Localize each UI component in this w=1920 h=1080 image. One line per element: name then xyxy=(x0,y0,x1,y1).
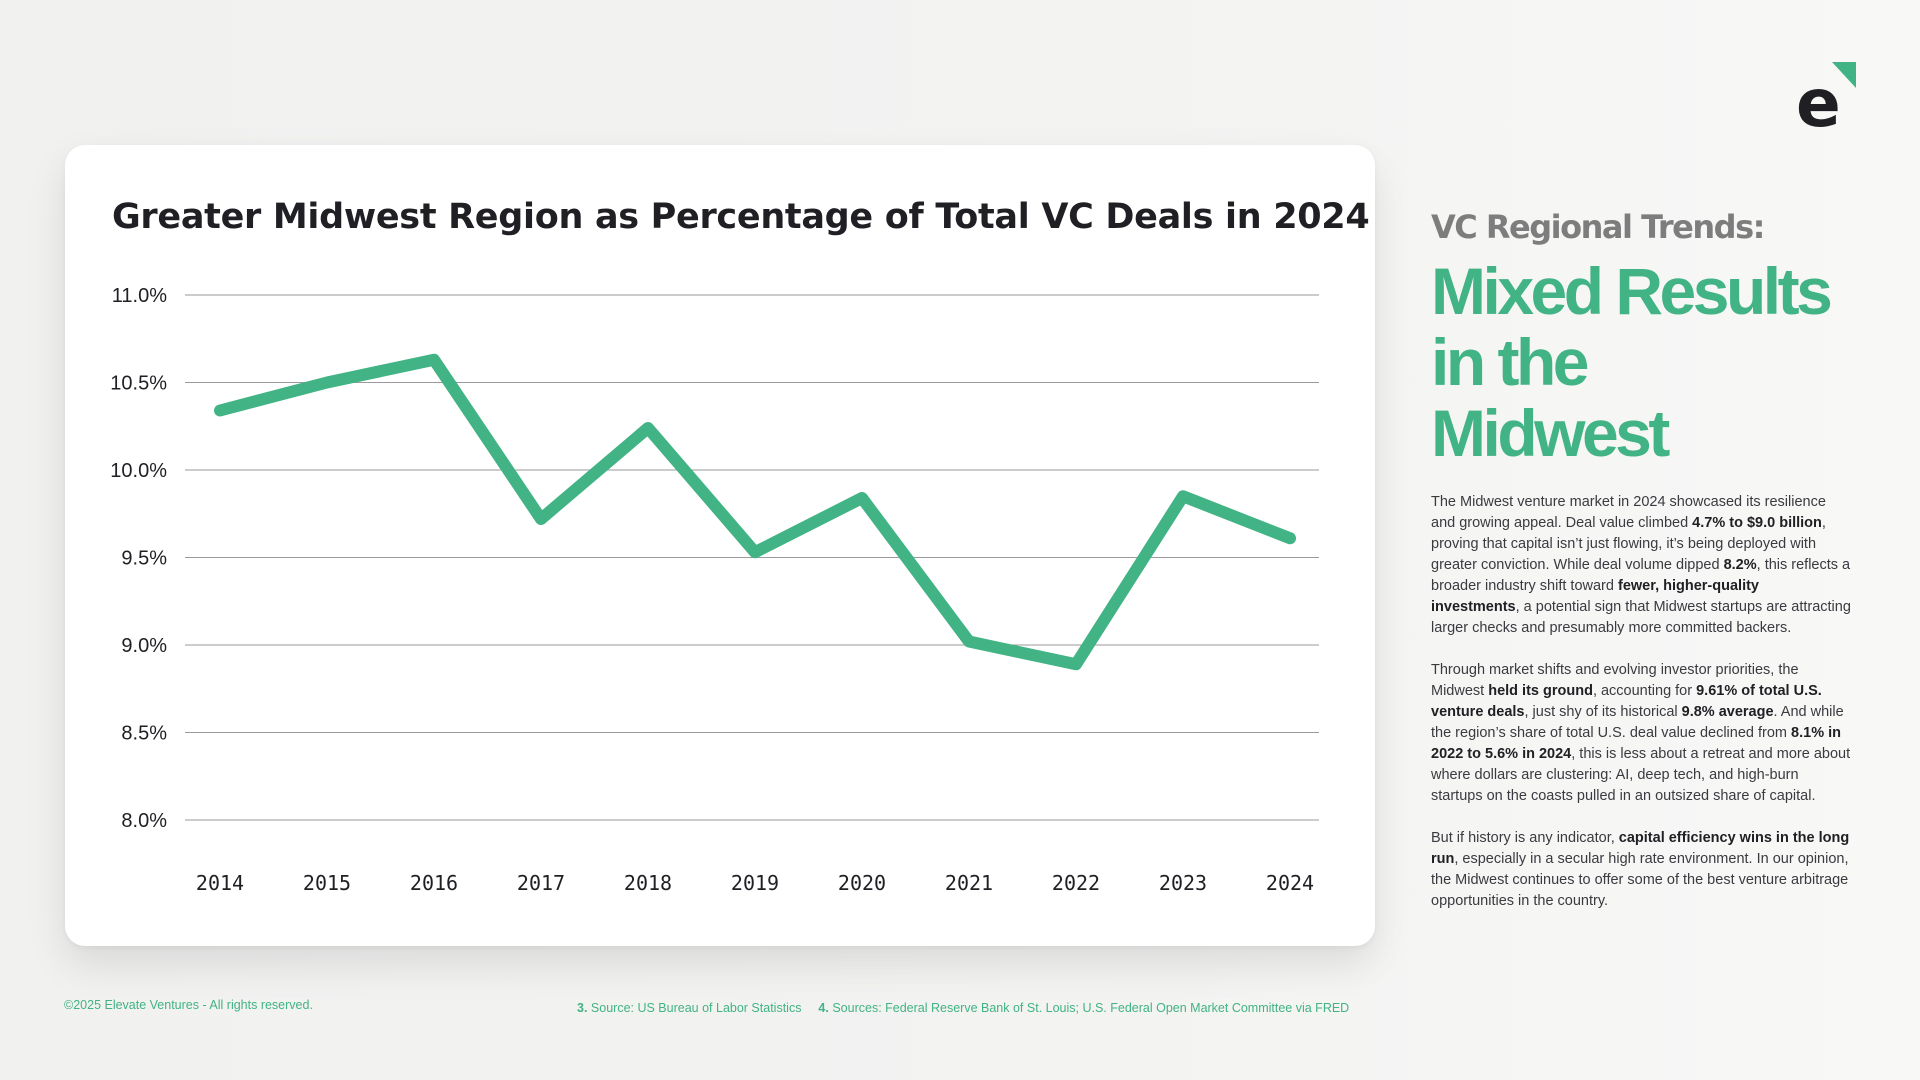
sidebar-body: The Midwest venture market in 2024 showc… xyxy=(1431,492,1851,912)
x-tick-label: 2022 xyxy=(1052,871,1100,895)
x-tick-label: 2017 xyxy=(517,871,565,895)
logo-corner-mark xyxy=(1832,62,1856,88)
x-tick-label: 2023 xyxy=(1159,871,1207,895)
y-tick-label: 10.0% xyxy=(110,460,167,482)
sidebar: VC Regional Trends: Mixed Results in the… xyxy=(1431,208,1851,933)
body-text-run: , accounting for xyxy=(1592,683,1697,699)
source-3-text: Source: US Bureau of Labor Statistics xyxy=(590,1001,802,1015)
sidebar-subtitle: VC Regional Trends: xyxy=(1431,208,1765,246)
x-tick-label: 2020 xyxy=(838,871,886,895)
logo-letter: e xyxy=(1798,65,1841,134)
body-text-run: , proving that capital isn’t just flowin… xyxy=(1431,515,1826,573)
highlight-text: 9.8% average xyxy=(1681,704,1774,720)
y-tick-label: 8.5% xyxy=(121,723,167,745)
body-text-run: Through market shifts and evolving inves… xyxy=(1431,662,1799,699)
highlight-text: capital efficiency wins in the long run xyxy=(1431,830,1850,867)
y-tick-label: 9.5% xyxy=(121,548,167,570)
sidebar-title-line-1: Mixed Results xyxy=(1431,254,1833,328)
x-tick-label: 2016 xyxy=(410,871,458,895)
y-tick-label: 8.0% xyxy=(121,810,167,832)
body-text-run: But if history is any indicator, xyxy=(1431,830,1619,846)
body-text-run: , a potential sign that Midwest startups… xyxy=(1431,599,1851,636)
body-text-run: , this reflects a broader industry shift… xyxy=(1431,557,1851,594)
line-chart: 11.0% 10.5% 10.0% 9.5% 9.0% 8.5% 8.0% 2014 2015 2… xyxy=(110,285,1319,895)
sidebar-paragraph-2: Through market shifts and evolving inves… xyxy=(1431,660,1851,807)
x-tick-label: 2021 xyxy=(945,871,993,895)
highlight-text: 9.61% of total U.S. venture deals xyxy=(1431,683,1822,720)
source-notes: 3. Source: US Bureau of Labor Statistics… xyxy=(577,1001,1349,1015)
source-3-number: 3. xyxy=(577,1001,588,1015)
series-line xyxy=(214,353,1296,671)
highlight-text: 8.1% in 2022 to 5.6% in 2024 xyxy=(1431,725,1841,762)
x-tick-label: 2018 xyxy=(624,871,672,895)
x-tick-label: 2024 xyxy=(1266,871,1314,895)
y-tick-label: 9.0% xyxy=(121,635,167,657)
highlight-text: held its ground xyxy=(1488,683,1593,699)
body-text-run: , especially in a secular high rate envi… xyxy=(1431,851,1849,909)
source-4-number: 4. xyxy=(818,1001,829,1015)
copyright-notice: ©2025 Elevate Ventures - All rights rese… xyxy=(64,998,313,1012)
chart-card: Greater Midwest Region as Percentage of … xyxy=(65,145,1375,946)
sidebar-title: Mixed Results in the Midwest xyxy=(1431,256,1851,469)
body-text-run: , this is less about a retreat and more … xyxy=(1431,746,1851,804)
source-4-text: Sources: Federal Reserve Bank of St. Lou… xyxy=(832,1001,1350,1015)
body-text-run: . And while the region’s share of total … xyxy=(1431,704,1844,741)
elevate-logo: e xyxy=(1798,62,1856,134)
x-tick-label: 2015 xyxy=(303,871,351,895)
highlight-text: fewer, higher-quality investments xyxy=(1431,578,1759,615)
sidebar-title-line-3: Midwest xyxy=(1431,396,1670,470)
highlight-text: 8.2% xyxy=(1723,557,1757,573)
y-tick-label: 10.5% xyxy=(110,373,167,395)
sidebar-paragraph-3: But if history is any indicator, capital… xyxy=(1431,828,1851,912)
x-tick-label: 2019 xyxy=(731,871,779,895)
sidebar-paragraph-1: The Midwest venture market in 2024 showc… xyxy=(1431,492,1851,639)
y-tick-label: 11.0% xyxy=(112,285,167,307)
highlight-text: 4.7% to $9.0 billion xyxy=(1692,515,1822,531)
x-tick-label: 2014 xyxy=(196,871,244,895)
body-text-run: The Midwest venture market in 2024 showc… xyxy=(1431,494,1826,531)
body-text-run: , just shy of its historical xyxy=(1524,704,1682,720)
sidebar-title-line-2: in the xyxy=(1431,325,1590,399)
chart-title: Greater Midwest Region as Percentage of … xyxy=(112,197,1370,237)
